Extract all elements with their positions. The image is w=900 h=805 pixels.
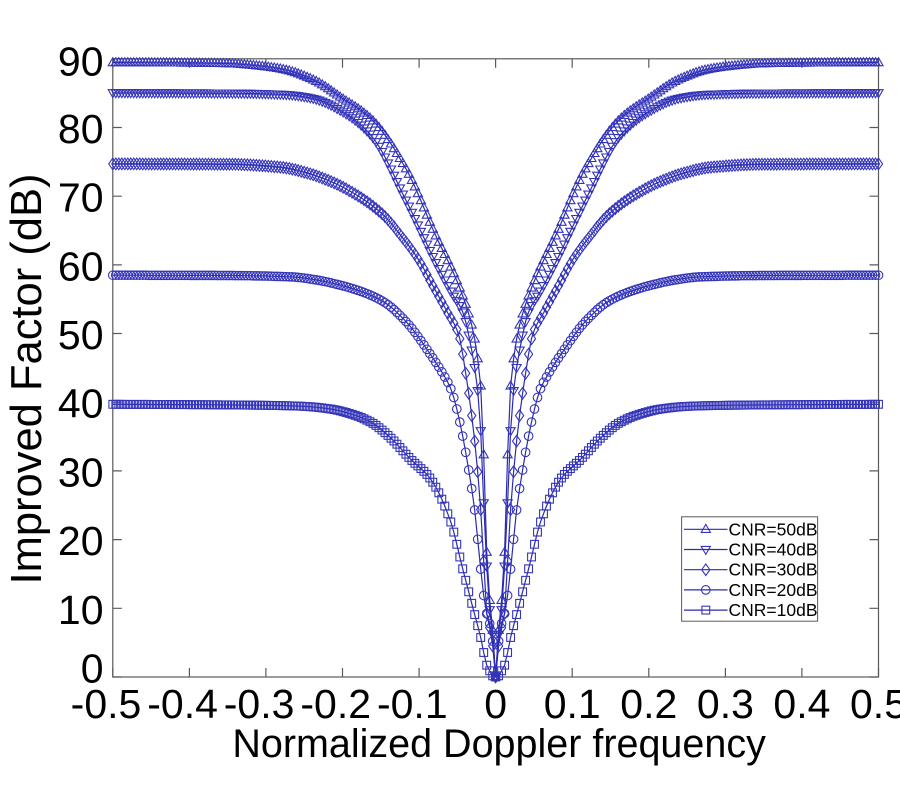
svg-text:30: 30: [58, 449, 104, 495]
svg-text:0.3: 0.3: [697, 681, 754, 727]
svg-text:10: 10: [58, 587, 104, 633]
svg-text:-0.2: -0.2: [300, 681, 371, 727]
svg-text:20: 20: [58, 518, 104, 564]
svg-text:70: 70: [58, 175, 104, 221]
svg-text:0.5: 0.5: [850, 681, 900, 727]
svg-text:Normalized Doppler frequency: Normalized Doppler frequency: [232, 722, 766, 766]
svg-text:CNR=50dB: CNR=50dB: [729, 519, 818, 539]
svg-text:0: 0: [81, 646, 104, 692]
svg-text:0.2: 0.2: [620, 681, 677, 727]
svg-text:60: 60: [58, 243, 104, 289]
svg-text:CNR=10dB: CNR=10dB: [729, 600, 818, 620]
svg-text:-0.4: -0.4: [147, 681, 218, 727]
svg-text:CNR=40dB: CNR=40dB: [729, 540, 818, 560]
svg-text:90: 90: [58, 38, 104, 84]
svg-text:-0.5: -0.5: [71, 681, 142, 727]
svg-text:CNR=30dB: CNR=30dB: [729, 560, 818, 580]
svg-text:50: 50: [58, 312, 104, 358]
svg-text:-0.1: -0.1: [377, 681, 448, 727]
svg-text:0: 0: [484, 681, 507, 727]
svg-text:Improved Factor (dB): Improved Factor (dB): [3, 174, 51, 585]
svg-text:0.4: 0.4: [773, 681, 830, 727]
svg-text:-0.3: -0.3: [224, 681, 295, 727]
svg-text:40: 40: [58, 381, 104, 427]
svg-text:80: 80: [58, 106, 104, 152]
svg-text:CNR=20dB: CNR=20dB: [729, 580, 818, 600]
svg-text:0.1: 0.1: [544, 681, 601, 727]
